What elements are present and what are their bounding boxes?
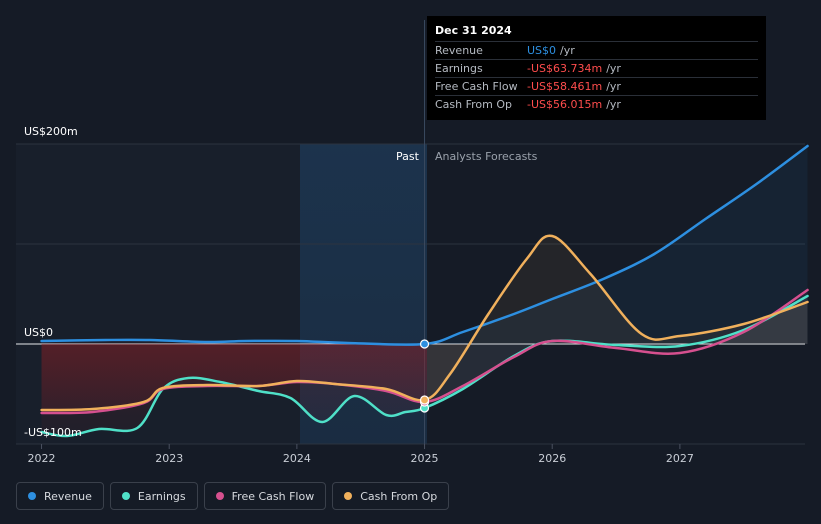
tooltip-value: -US$58.461m (527, 80, 603, 93)
series-line-cash-from-op (40, 234, 809, 412)
legend-label: Free Cash Flow (231, 489, 315, 503)
tooltip-label: Revenue (435, 44, 483, 57)
tooltip-row-fcf: Free Cash Flow -US$58.461m /yr (435, 77, 758, 95)
tooltip-value: -US$63.734m (527, 62, 603, 75)
legend-label: Earnings (137, 489, 186, 503)
legend-item-free-cash-flow[interactable]: Free Cash Flow (203, 482, 327, 510)
legend-label: Cash From Op (360, 489, 438, 503)
tooltip-value: US$0 (527, 44, 557, 57)
legend-dot-icon (344, 492, 353, 500)
x-tick-label: 2025 (411, 452, 439, 465)
legend-item-cash-from-op[interactable]: Cash From Op (332, 482, 450, 510)
tooltip-unit: /yr (606, 62, 621, 75)
tooltip: Dec 31 2024 Revenue US$0 /yr Earnings -U… (427, 16, 766, 120)
legend-item-revenue[interactable]: Revenue (16, 482, 104, 510)
tooltip-row-cfo: Cash From Op -US$56.015m /yr (435, 95, 758, 113)
legend-item-earnings[interactable]: Earnings (109, 482, 198, 510)
y-axis-zero-label: US$0 (24, 326, 54, 339)
series-line-revenue (40, 144, 809, 346)
tooltip-label: Earnings (435, 62, 483, 75)
tooltip-unit: /yr (606, 80, 621, 93)
series-lines (40, 144, 809, 438)
y-axis-bottom-label: -US$100m (24, 426, 82, 439)
legend-dot-icon (121, 492, 130, 500)
legend-dot-icon (28, 492, 36, 500)
x-tick-label: 2026 (538, 452, 566, 465)
tooltip-label: Cash From Op (435, 98, 513, 111)
past-label: Past (396, 150, 419, 163)
tooltip-value: -US$56.015m (527, 98, 603, 111)
y-axis-top-label: US$200m (24, 125, 78, 138)
x-tick-label: 2022 (28, 452, 56, 465)
x-axis-ticks: 2022 2023 2024 2025 2026 2027 (28, 444, 694, 465)
tooltip-date: Dec 31 2024 (435, 24, 512, 37)
forecast-label: Analysts Forecasts (435, 150, 538, 163)
legend-dot-icon (215, 492, 224, 500)
series-area-forecast (427, 235, 808, 400)
series-line-earnings (40, 294, 809, 438)
tooltip-row-earnings: Earnings -US$63.734m /yr (435, 59, 758, 77)
marker-revenue (419, 339, 430, 349)
series-area-forecast (427, 146, 808, 344)
x-tick-label: 2027 (666, 452, 694, 465)
tooltip-row-revenue: Revenue US$0 /yr (435, 41, 758, 59)
series-area-past (41, 344, 427, 410)
hover-markers (419, 339, 430, 413)
tooltip-label: Free Cash Flow (435, 80, 518, 93)
x-tick-label: 2023 (155, 452, 183, 465)
legend: Revenue Earnings Free Cash Flow Cash Fro… (16, 482, 450, 510)
x-tick-label: 2024 (283, 452, 311, 465)
tooltip-unit: /yr (606, 98, 621, 111)
legend-label: Revenue (44, 489, 92, 503)
tooltip-unit: /yr (560, 44, 575, 57)
series-area-forecast (427, 296, 808, 407)
marker-cash-from-op (419, 395, 430, 405)
